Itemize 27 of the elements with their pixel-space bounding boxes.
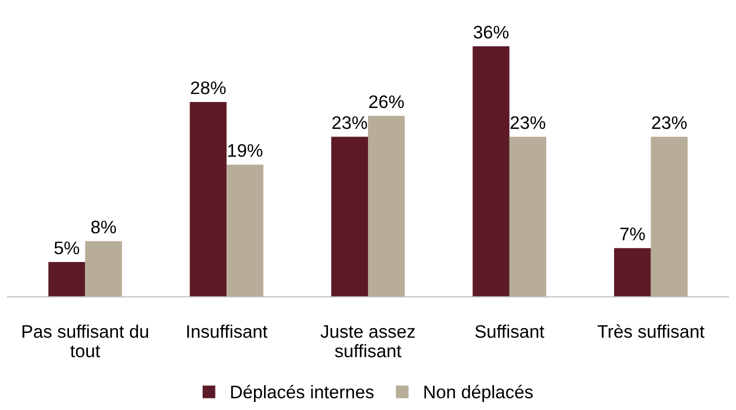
bar <box>85 241 122 297</box>
data-label: 23% <box>332 116 368 130</box>
data-label: 23% <box>652 116 687 130</box>
legend-label: Déplacés internes <box>231 384 374 402</box>
x-tick-label: Suffisant <box>475 324 544 338</box>
bar <box>331 136 368 297</box>
data-label: 19% <box>228 144 262 157</box>
data-label: 5% <box>54 242 80 254</box>
data-label: 7% <box>620 228 645 240</box>
bar <box>650 136 688 297</box>
legend-label: Non déplacés <box>424 384 533 402</box>
bar <box>48 262 86 297</box>
bar <box>472 46 510 297</box>
bar <box>190 102 227 297</box>
x-tick-label: Insuffisant <box>187 324 268 338</box>
data-label: 23% <box>510 116 546 130</box>
x-tick-label: Pas suffisant du tout <box>22 324 148 358</box>
data-label: 36% <box>474 26 508 39</box>
x-tick-label: Juste assez suffisant <box>320 325 415 358</box>
bar <box>509 136 546 297</box>
data-label: 8% <box>91 220 116 234</box>
data-label: 28% <box>191 81 226 94</box>
bar <box>368 116 405 297</box>
bar <box>614 248 651 297</box>
data-label: 26% <box>369 95 404 108</box>
bar <box>226 164 264 297</box>
x-tick-label: Très suffisant <box>598 324 704 338</box>
